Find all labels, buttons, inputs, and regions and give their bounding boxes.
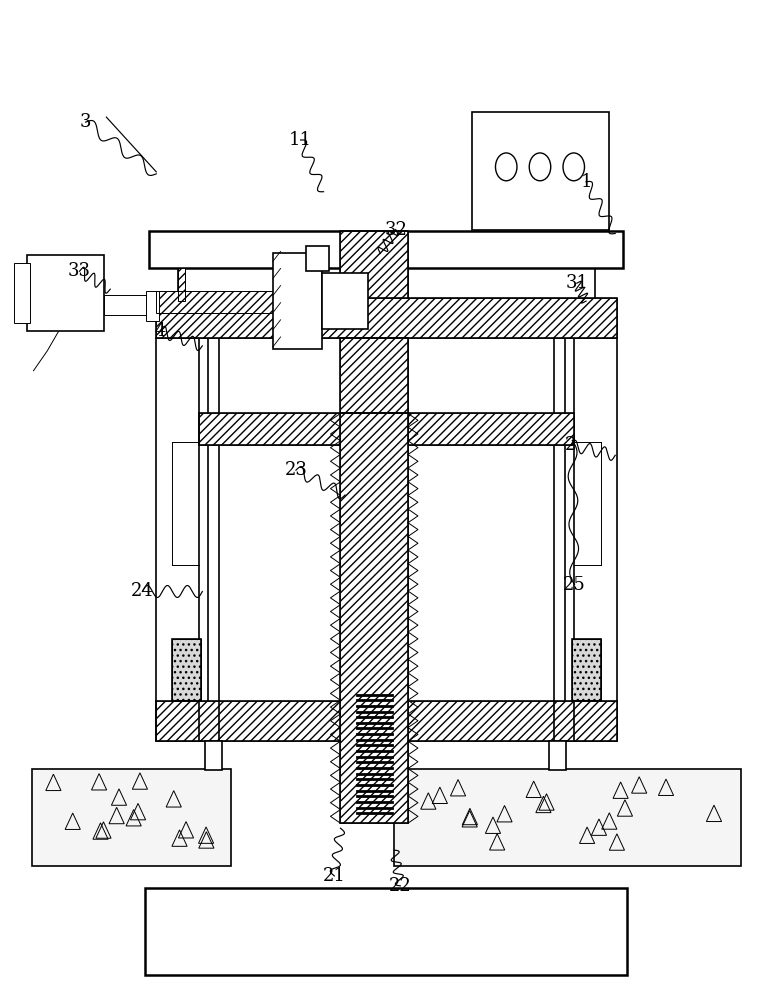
Text: 22: 22 [389,877,412,895]
Bar [145,888,627,975]
Bar [206,741,223,770]
Bar [340,231,408,298]
Text: 23: 23 [284,461,308,479]
Bar [340,413,408,823]
Bar [340,413,408,823]
Bar [156,701,617,741]
Text: 21: 21 [323,867,346,885]
Bar [145,291,159,321]
Circle shape [563,153,584,181]
Circle shape [495,153,517,181]
Bar [549,741,566,770]
Bar [156,298,617,338]
Bar [322,273,368,329]
Bar [172,639,201,701]
Bar [178,268,595,298]
Bar [172,639,201,701]
Bar [156,701,617,741]
Text: 1: 1 [581,173,592,191]
Text: 11: 11 [289,131,312,149]
Bar [472,112,609,230]
Bar [564,338,617,741]
Bar [394,768,741,866]
Bar [178,268,186,301]
Bar [340,231,408,298]
Bar [104,295,148,315]
Text: 33: 33 [68,262,91,280]
Text: 4: 4 [155,322,165,340]
Bar [14,263,29,323]
Bar [156,291,275,313]
Bar [148,231,623,268]
Bar [156,338,209,741]
Text: 3: 3 [80,113,91,131]
Text: 2: 2 [565,436,577,454]
Bar [178,268,186,301]
Bar [340,338,408,413]
Bar [572,639,601,701]
Text: 25: 25 [564,576,586,594]
Bar [156,298,617,338]
Bar [156,291,275,313]
Text: 31: 31 [565,274,588,292]
Circle shape [530,153,550,181]
Bar [572,639,601,701]
Bar [306,246,329,271]
Bar [199,413,574,445]
Bar [340,338,408,413]
Bar [199,413,574,445]
Bar [32,768,231,866]
Text: 32: 32 [384,221,407,239]
Bar [273,253,322,349]
Bar [27,255,104,331]
Text: 24: 24 [131,582,154,600]
